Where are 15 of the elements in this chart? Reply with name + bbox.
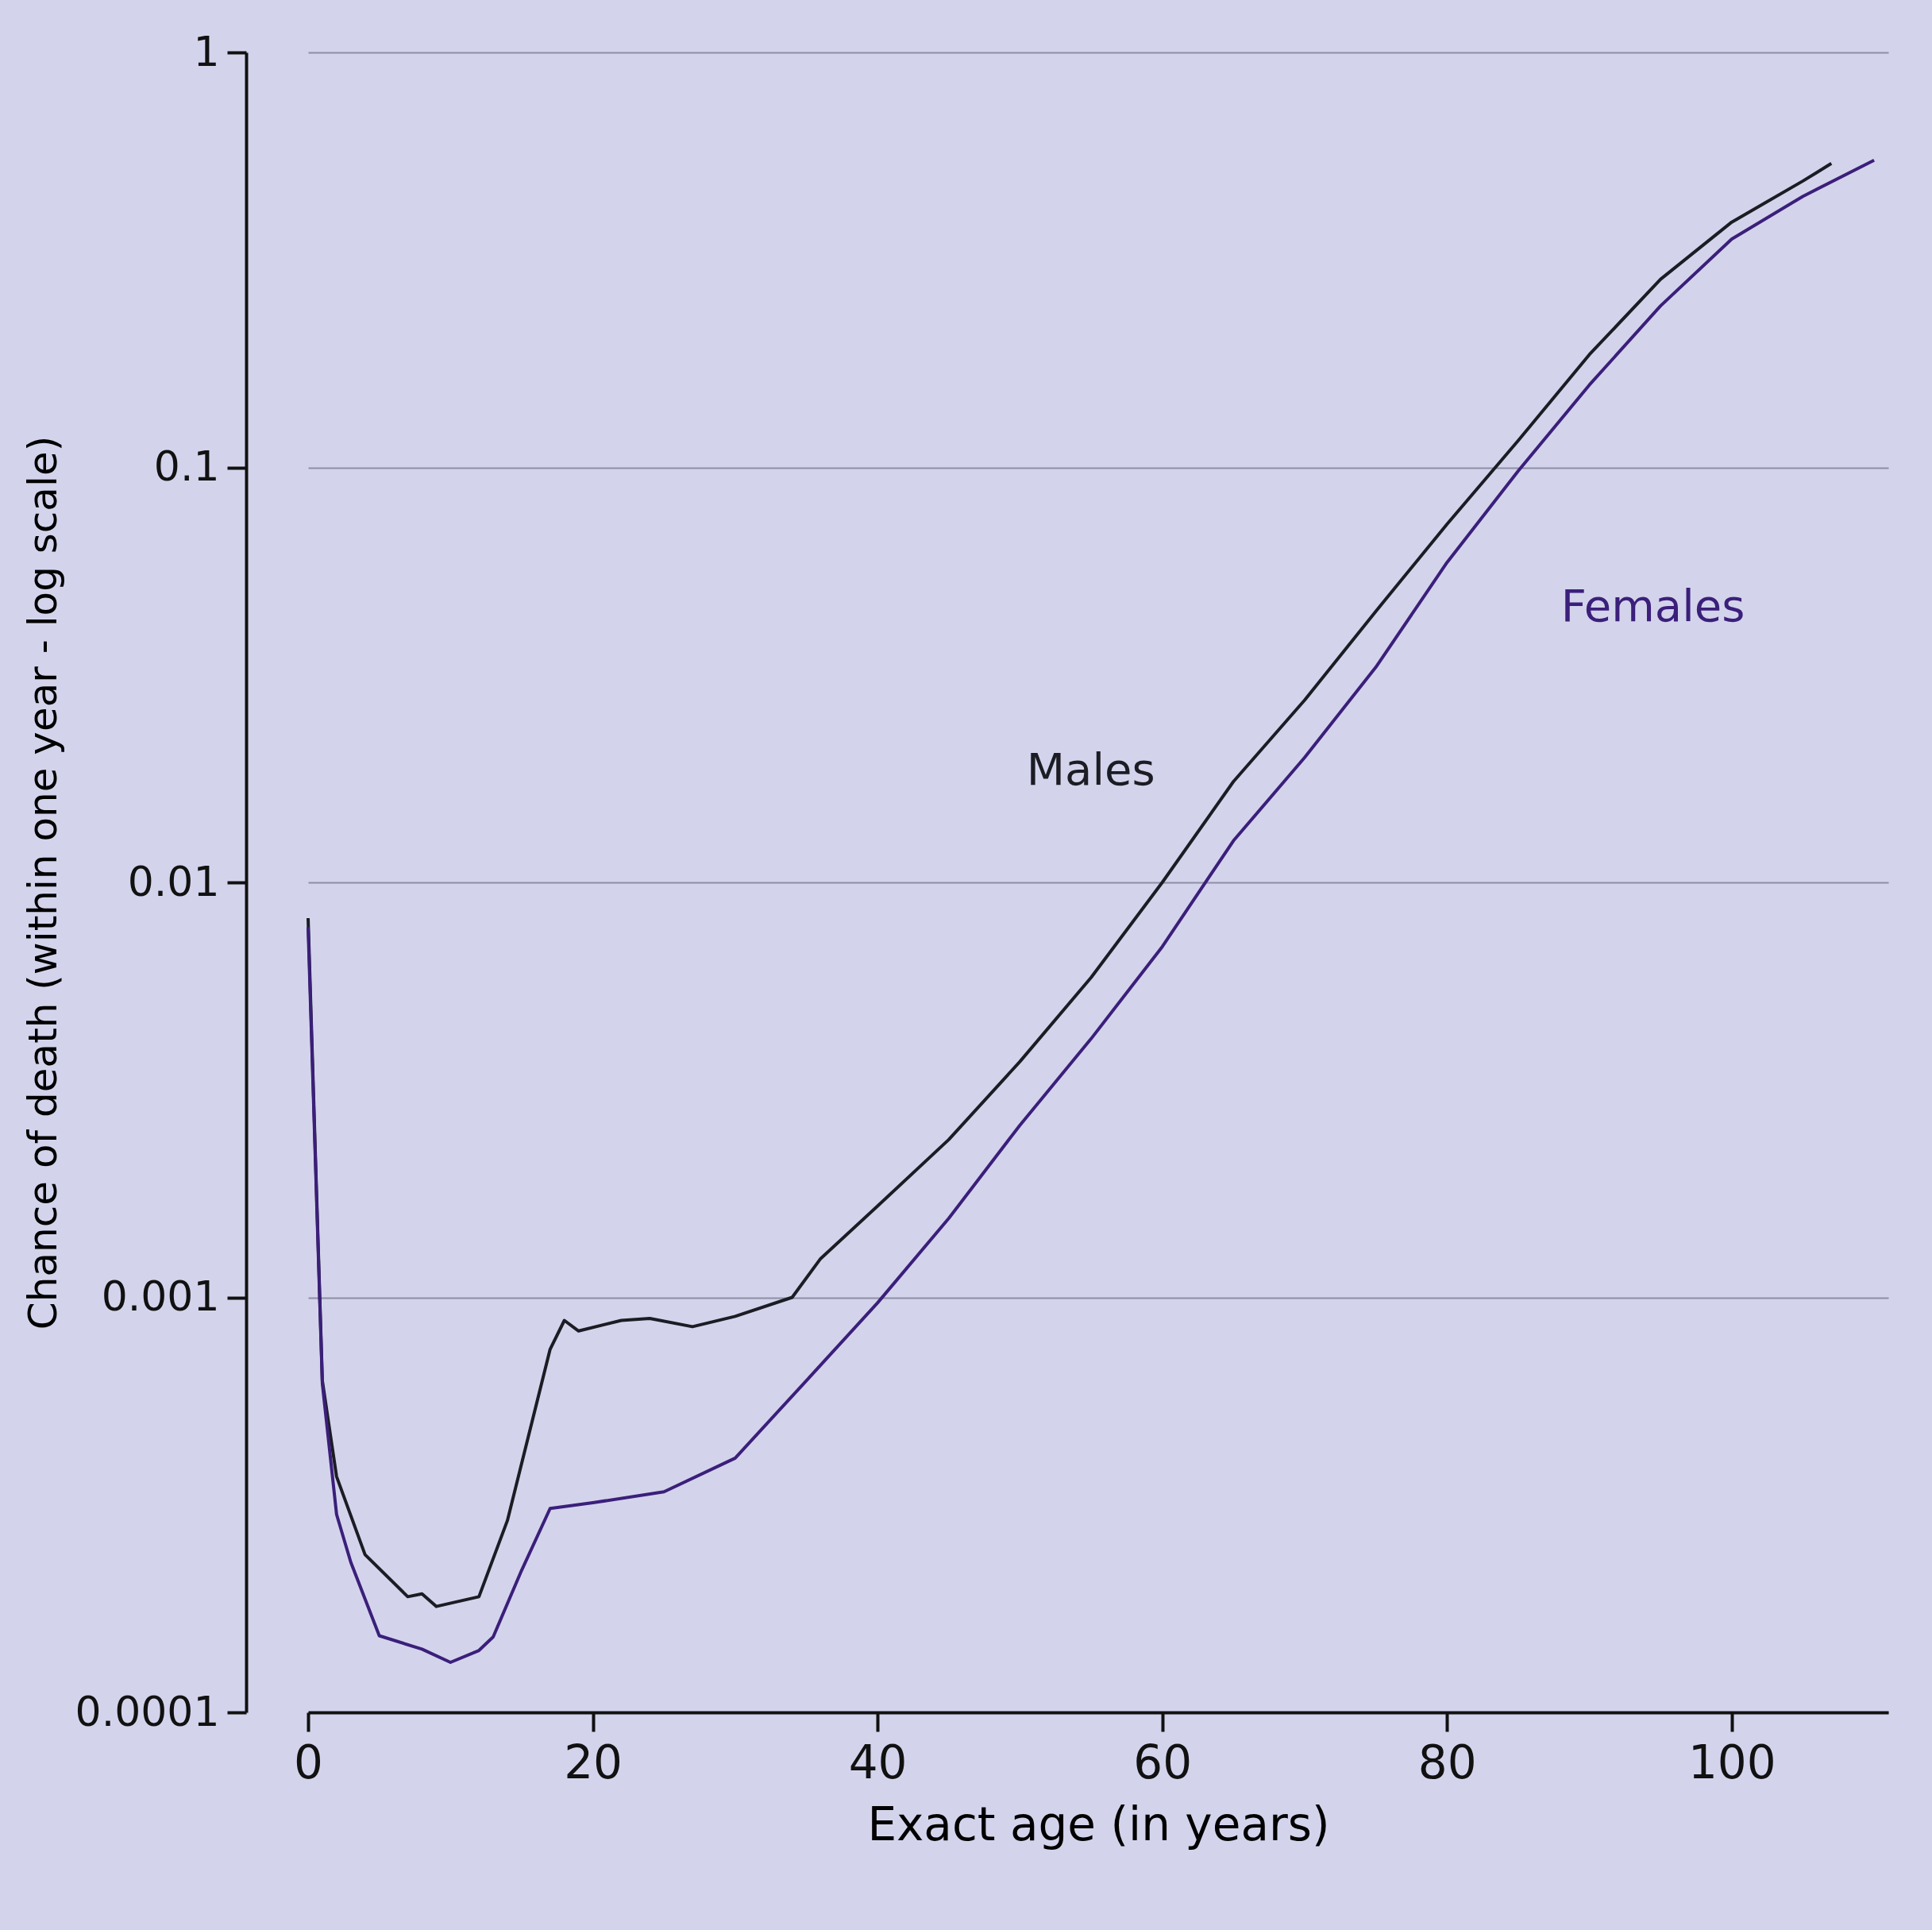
x-tick-label: 60 [1133, 1735, 1193, 1789]
x-tick-label: 0 [294, 1735, 323, 1789]
x-tick-label: 80 [1417, 1735, 1477, 1789]
y-tick-label: 0.0001 [75, 1687, 220, 1735]
y-tick-label: 0.01 [127, 857, 220, 905]
x-tick-label: 20 [564, 1735, 623, 1789]
y-tick-label: 0.1 [153, 442, 220, 490]
x-axis-title: Exact age (in years) [867, 1797, 1330, 1851]
y-axis-title: Chance of death (within one year - log scale) [19, 435, 66, 1330]
series-label: Males [1026, 743, 1155, 795]
y-tick-label: 0.001 [101, 1272, 220, 1320]
y-tick-label: 1 [193, 27, 220, 75]
text: Females [1560, 579, 1745, 631]
x-tick-label: 40 [848, 1735, 908, 1789]
x-tick-label: 100 [1687, 1735, 1776, 1789]
